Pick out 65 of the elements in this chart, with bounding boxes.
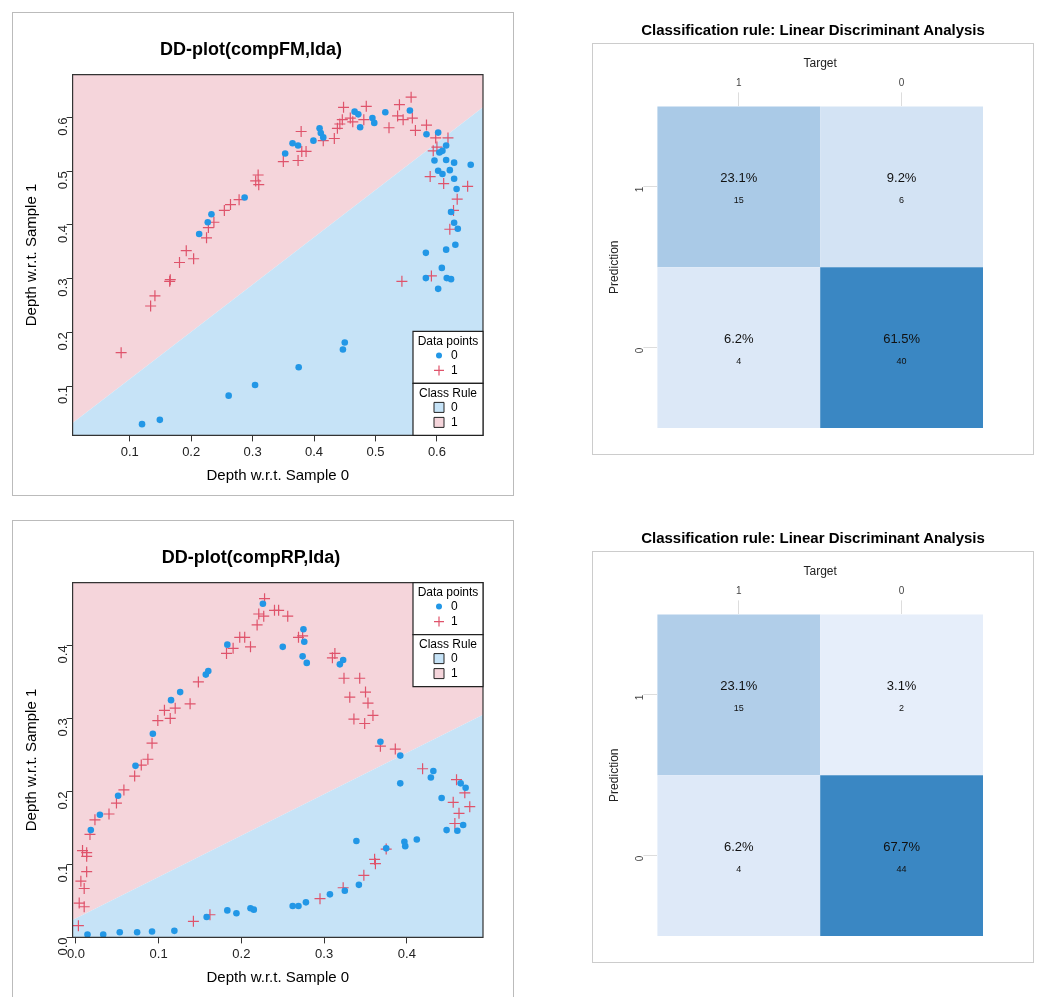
annotation: Class Rule: [418, 385, 478, 400]
legend-label: 0: [451, 598, 458, 613]
legend-label: 1: [451, 362, 458, 377]
annotation: 40: [896, 356, 907, 367]
data-label: 3.1%: [886, 678, 917, 694]
annotation: 2: [899, 703, 905, 714]
y-tick-label: 0.4: [55, 224, 71, 244]
x-tick-label: 0.1: [120, 443, 139, 459]
annotation: 44: [896, 864, 907, 875]
data-label: 61.5%: [883, 331, 921, 347]
legend-title: Data points: [417, 584, 479, 599]
y-tick-label: 0.3: [55, 278, 71, 297]
y-tick-label: 1: [634, 186, 646, 193]
y-tick-label: 0: [634, 855, 646, 862]
legend-label: 0: [451, 650, 458, 665]
y-axis-title: Depth w.r.t. Sample 1: [22, 688, 40, 832]
x-axis-title: Depth w.r.t. Sample 0: [206, 466, 350, 484]
annotation: 15: [733, 195, 744, 206]
chart-title: DD-plot(compRP,lda): [161, 546, 341, 567]
chart-title: DD-plot(compFM,lda): [160, 38, 342, 59]
data-label: 23.1%: [720, 170, 758, 186]
y-axis-title: Prediction: [606, 748, 621, 802]
legend-label: 0: [451, 347, 458, 362]
legend-label: 1: [451, 414, 458, 429]
y-tick-label: 0.1: [55, 386, 71, 405]
x-tick-label: 0.0: [66, 945, 85, 961]
data-label: 6.2%: [723, 839, 755, 855]
x-tick-label: 0.1: [149, 945, 168, 961]
data-label: 6.2%: [723, 331, 755, 347]
y-tick-label: 0.2: [55, 791, 71, 810]
y-tick-label: 0: [634, 347, 646, 354]
y-tick-label: 0.1: [55, 864, 71, 883]
legend-label: 0: [451, 399, 458, 414]
x-tick-label: 0.3: [315, 945, 334, 961]
x-tick-label: 0.3: [243, 443, 262, 459]
x-tick-label: 0.4: [397, 945, 416, 961]
x-axis-title: Target: [803, 563, 838, 578]
y-tick-label: 0.4: [55, 645, 71, 664]
annotation: 4: [736, 356, 742, 367]
x-tick-label: 0.4: [305, 443, 324, 459]
legend-label: 1: [451, 613, 458, 628]
annotation: 4: [736, 864, 742, 875]
y-axis-title: Prediction: [606, 240, 621, 294]
annotation: 6: [899, 195, 905, 206]
x-axis-title: Depth w.r.t. Sample 0: [206, 968, 350, 986]
y-axis-title: Depth w.r.t. Sample 1: [22, 183, 40, 327]
x-tick-label: 0.5: [366, 443, 385, 459]
x-tick-label: 0.2: [182, 443, 201, 459]
legend-title: Data points: [417, 333, 479, 348]
y-tick-label: 0.3: [55, 718, 71, 737]
y-tick-label: 0.2: [55, 332, 71, 351]
legend-label: 1: [451, 665, 458, 680]
annotation: Class Rule: [418, 636, 478, 651]
data-label: 23.1%: [720, 678, 758, 694]
annotation: 15: [733, 703, 744, 714]
data-label: 67.7%: [883, 839, 921, 855]
x-tick-label: 0.6: [427, 443, 446, 459]
y-tick-label: 0.6: [55, 117, 71, 136]
chart-title: Classification rule: Linear Discriminant Analysis: [640, 528, 986, 548]
data-label: 9.2%: [886, 170, 917, 186]
x-tick-label: 0.2: [232, 945, 251, 961]
x-axis-title: Target: [803, 55, 838, 70]
y-tick-label: 0.5: [55, 171, 71, 190]
y-tick-label: 1: [634, 694, 646, 701]
chart-title: Classification rule: Linear Discriminant Analysis: [640, 20, 986, 40]
